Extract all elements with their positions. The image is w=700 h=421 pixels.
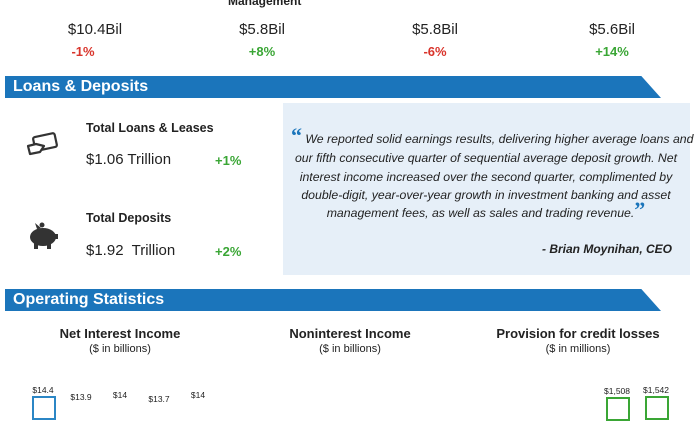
chart-unit: ($ in millions) [545, 343, 611, 355]
item-change: +1% [215, 153, 242, 168]
chart-unit: ($ in billions) [319, 343, 381, 355]
quote-line: “ We reported solid earnings results, de… [291, 125, 693, 147]
quote-box [283, 103, 690, 275]
metric-change: -1% [71, 44, 95, 59]
quote-text: management fees, as well as sales and tr… [326, 206, 635, 220]
bar-label: $13.9 [70, 392, 92, 402]
chart-title: Noninterest Income [289, 326, 411, 341]
bar-label: $1,508 [604, 386, 630, 396]
quote-open: “ [291, 123, 302, 148]
item-label: Total Loans & Leases [86, 121, 214, 135]
section-banner: Loans & Deposits [5, 76, 661, 98]
piggy-icon [30, 222, 58, 249]
loan-icon [26, 132, 58, 156]
item-value: $1.06 Trillion [86, 151, 172, 168]
section-banner: Operating Statistics [5, 289, 661, 311]
quote-line: our fifth consecutive quarter of sequent… [294, 151, 678, 165]
header-fragment: Management [228, 0, 302, 8]
bar [606, 397, 630, 421]
quote-text: We reported solid earnings results, deli… [305, 132, 694, 146]
metric-value: $5.8Bil [412, 21, 458, 38]
item-value: $1.92 Trillion [86, 242, 176, 259]
metric-value: $5.6Bil [589, 21, 635, 38]
bar-label: $14 [112, 390, 128, 400]
quote-attribution: - Brian Moynihan, CEO [541, 242, 672, 256]
section-title: Loans & Deposits [13, 78, 149, 95]
metric-value: $10.4Bil [67, 21, 123, 38]
chart-unit: ($ in billions) [89, 343, 151, 355]
chart-title: Net Interest Income [59, 326, 181, 341]
bar-label: $14 [190, 390, 206, 400]
metric-change: +8% [248, 44, 276, 59]
section-title: Operating Statistics [13, 291, 165, 308]
chart-title: Provision for credit losses [496, 326, 660, 341]
bar-label: $1,542 [643, 385, 669, 395]
metric-value: $5.8Bil [239, 21, 285, 38]
item-label: Total Deposits [86, 211, 172, 225]
quote-line: management fees, as well as sales and tr… [291, 199, 681, 221]
item-change: +2% [215, 244, 242, 259]
bar-label: $13.7 [148, 394, 170, 404]
metric-change: -6% [423, 44, 447, 59]
metric-change: +14% [595, 44, 629, 59]
page: { "header_fragment": "Management", "metr… [5, 0, 694, 421]
quote-close: ” [634, 197, 646, 222]
quote-line: double-digit, year-over-year growth in i… [301, 188, 671, 202]
bar-label: $14.4 [32, 385, 54, 395]
quote-line: interest income increased over the secon… [299, 170, 673, 184]
